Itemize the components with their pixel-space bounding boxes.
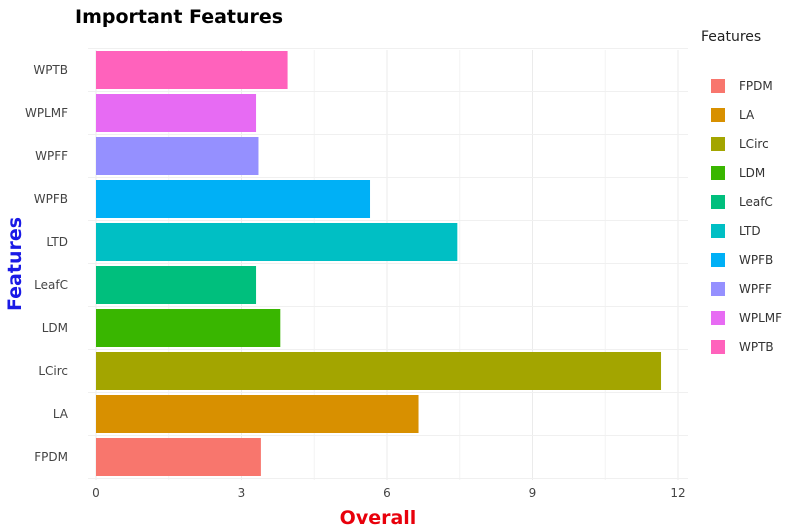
legend-swatch-fpdm[interactable] bbox=[711, 79, 725, 93]
legend-label-leafc[interactable]: LeafC bbox=[739, 195, 773, 209]
chart-title: Important Features bbox=[75, 6, 283, 28]
x-tick-labels: 0 3 6 9 12 bbox=[92, 486, 685, 500]
legend: FPDM LA LCirc LDM LeafC LTD WPFB WPFF WPLMF WPTB bbox=[711, 79, 782, 354]
x-axis-title: Overall bbox=[340, 507, 417, 528]
legend-title: Features bbox=[701, 29, 761, 45]
y-tick-label-leafc: LeafC bbox=[34, 278, 68, 292]
legend-label-wptb[interactable]: WPTB bbox=[739, 340, 774, 354]
y-tick-label-wpff: WPFF bbox=[35, 149, 68, 163]
bar-la[interactable] bbox=[96, 395, 419, 433]
legend-swatch-ldm[interactable] bbox=[711, 166, 725, 180]
bar-leafc[interactable] bbox=[96, 266, 257, 304]
y-tick-label-wptb: WPTB bbox=[33, 63, 68, 77]
legend-label-wpff[interactable]: WPFF bbox=[739, 282, 772, 296]
y-tick-label-ldm: LDM bbox=[42, 321, 68, 335]
x-tick-label: 3 bbox=[238, 486, 246, 500]
y-tick-label-ltd: LTD bbox=[46, 235, 68, 249]
y-axis-title: Features bbox=[4, 217, 26, 311]
x-tick-label: 6 bbox=[383, 486, 391, 500]
y-tick-label-la: LA bbox=[53, 407, 69, 421]
y-tick-label-fpdm: FPDM bbox=[34, 450, 68, 464]
legend-label-lcirc[interactable]: LCirc bbox=[739, 137, 769, 151]
x-tick-label: 9 bbox=[529, 486, 537, 500]
x-tick-label: 0 bbox=[92, 486, 100, 500]
bar-fpdm[interactable] bbox=[96, 438, 261, 476]
legend-swatch-wpfb[interactable] bbox=[711, 253, 725, 267]
y-tick-labels: FPDM LA LCirc LDM LeafC LTD WPFB WPFF WPLMF WPTB bbox=[25, 63, 69, 464]
y-tick-label-lcirc: LCirc bbox=[38, 364, 68, 378]
legend-label-ltd[interactable]: LTD bbox=[739, 224, 761, 238]
legend-label-wplmf[interactable]: WPLMF bbox=[739, 311, 782, 325]
legend-swatch-la[interactable] bbox=[711, 108, 725, 122]
legend-swatch-wptb[interactable] bbox=[711, 340, 725, 354]
x-tick-label: 12 bbox=[670, 486, 685, 500]
legend-swatch-ltd[interactable] bbox=[711, 224, 725, 238]
bars-layer bbox=[96, 51, 662, 476]
bar-wplmf[interactable] bbox=[96, 94, 257, 132]
legend-label-la[interactable]: LA bbox=[739, 108, 755, 122]
legend-swatch-leafc[interactable] bbox=[711, 195, 725, 209]
legend-label-fpdm[interactable]: FPDM bbox=[739, 79, 773, 93]
legend-swatch-wpff[interactable] bbox=[711, 282, 725, 296]
bar-lcirc[interactable] bbox=[96, 352, 662, 390]
legend-swatch-lcirc[interactable] bbox=[711, 137, 725, 151]
legend-label-wpfb[interactable]: WPFB bbox=[739, 253, 773, 267]
y-tick-label-wplmf: WPLMF bbox=[25, 106, 68, 120]
bar-ltd[interactable] bbox=[96, 223, 458, 261]
bar-ldm[interactable] bbox=[96, 309, 281, 347]
bar-wpfb[interactable] bbox=[96, 180, 371, 218]
bar-wptb[interactable] bbox=[96, 51, 288, 89]
y-tick-label-wpfb: WPFB bbox=[34, 192, 68, 206]
bar-wpff[interactable] bbox=[96, 137, 259, 175]
legend-label-ldm[interactable]: LDM bbox=[739, 166, 765, 180]
legend-swatch-wplmf[interactable] bbox=[711, 311, 725, 325]
